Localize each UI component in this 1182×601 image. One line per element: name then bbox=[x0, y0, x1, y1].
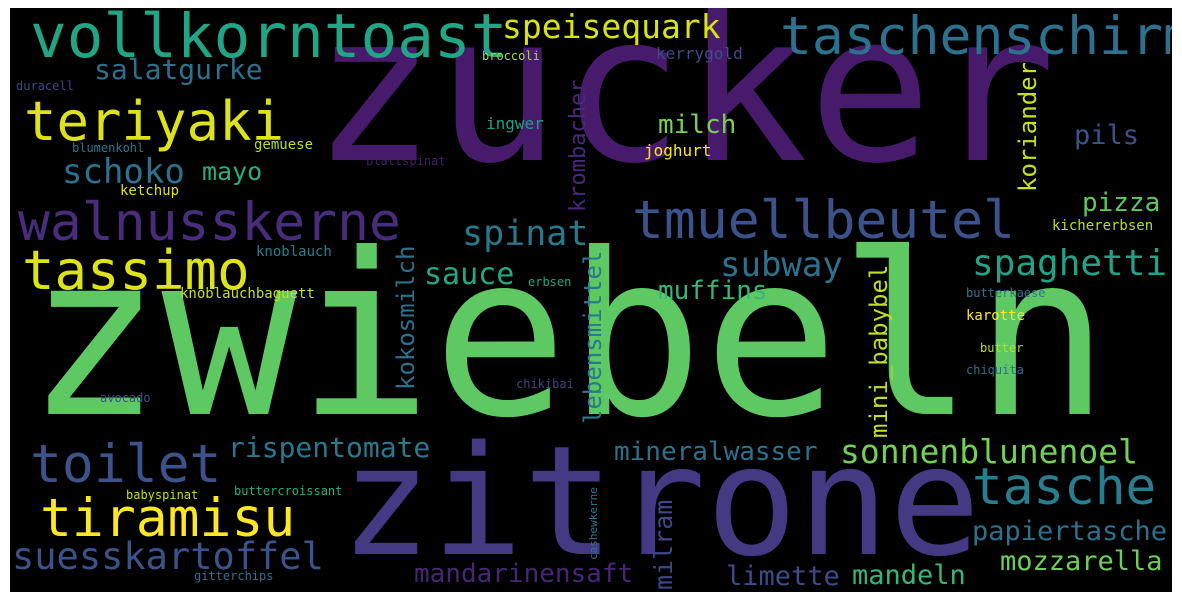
word-cashewkerne: cashewkerne bbox=[587, 487, 600, 560]
word-limette: limette bbox=[726, 561, 840, 592]
word-koriander: koriander bbox=[1014, 61, 1042, 192]
word-pizza: pizza bbox=[1082, 188, 1161, 218]
word-mandarinensaft: mandarinensaft bbox=[414, 559, 634, 589]
word-schoko: schoko bbox=[62, 152, 185, 192]
word-zwiebeln: zwiebeln bbox=[26, 206, 1110, 468]
word-blumenkohl: blumenkohl bbox=[72, 141, 145, 155]
word-taschenschirm: taschenschirm bbox=[780, 8, 1172, 67]
word-knoblauchbaguett: knoblauchbaguett bbox=[180, 286, 315, 302]
word-butter: butter bbox=[980, 341, 1024, 355]
word-pils: pils bbox=[1074, 120, 1140, 151]
word-ingwer: ingwer bbox=[486, 114, 544, 133]
word-walnusskerne: walnusskerne bbox=[18, 192, 401, 253]
word-teriyaki: teriyaki bbox=[24, 90, 285, 153]
word-milram: milram bbox=[649, 499, 678, 590]
word-suesskartoffel: suesskartoffel bbox=[12, 535, 324, 578]
word-tassimo: tassimo bbox=[22, 239, 250, 302]
word-tasche: tasche bbox=[972, 458, 1157, 517]
word-muffins: muffins bbox=[658, 276, 768, 306]
word-gitterchips: gitterchips bbox=[194, 569, 274, 583]
word-papiertasche: papiertasche bbox=[972, 516, 1168, 547]
word-spaghetti: spaghetti bbox=[972, 243, 1168, 284]
word-tmuellbeutel: tmuellbeutel bbox=[632, 190, 1015, 251]
word-avocado: avocado bbox=[100, 391, 151, 405]
word-speisequark: speisequark bbox=[502, 8, 721, 46]
word-erbsen: erbsen bbox=[528, 275, 572, 289]
word-zitrone: zitrone bbox=[340, 413, 981, 590]
word-sonnenblunenoel: sonnenblunenoel bbox=[840, 432, 1139, 471]
word-kerrygold: kerrygold bbox=[656, 44, 743, 63]
word-gemuese: gemuese bbox=[254, 137, 314, 153]
word-zucker: zucker bbox=[312, 8, 1057, 209]
word-mayo: mayo bbox=[202, 157, 263, 186]
word-butterkaese: butterkaese bbox=[966, 286, 1046, 300]
word-knoblauch: knoblauch bbox=[256, 244, 332, 260]
word-kokosmilch: kokosmilch bbox=[392, 245, 420, 391]
word-kichererbsen: kichererbsen bbox=[1052, 218, 1154, 234]
word-krombacher: krombacher bbox=[566, 79, 591, 212]
word-lebensmittel: lebensmittel bbox=[579, 250, 607, 424]
word-rispentomate: rispentomate bbox=[228, 431, 431, 464]
word-duracell: duracell bbox=[16, 79, 74, 93]
word-sauce: sauce bbox=[424, 257, 515, 292]
word-mineralwasser: mineralwasser bbox=[614, 437, 818, 467]
word-karotte: karotte bbox=[966, 308, 1026, 324]
word-chiquita: chiquita bbox=[966, 363, 1024, 377]
word-vollkorntoast: vollkorntoast bbox=[30, 8, 508, 72]
word-blattspinat: blattspinat bbox=[366, 154, 446, 168]
word-babyspinat: babyspinat bbox=[126, 488, 199, 502]
word-milch: milch bbox=[658, 110, 737, 140]
word-toilet: toilet bbox=[30, 434, 222, 495]
word-subway: subway bbox=[720, 245, 843, 285]
word-buttercroissant: buttercroissant bbox=[234, 484, 343, 498]
word-salatgurke: salatgurke bbox=[94, 53, 263, 86]
word-mozzarella: mozzarella bbox=[1000, 546, 1163, 577]
word-joghurt: joghurt bbox=[644, 141, 712, 160]
word-cloud: zucker zwiebeln zitrone vollkorntoast ta… bbox=[10, 8, 1172, 592]
word-mandeln: mandeln bbox=[852, 560, 966, 591]
word-mini-babybel: mini_babybel bbox=[865, 264, 893, 438]
word-chikibai: chikibai bbox=[516, 377, 574, 391]
word-tiramisu: tiramisu bbox=[40, 488, 296, 549]
word-broccoli: broccoli bbox=[482, 49, 540, 63]
word-ketchup: ketchup bbox=[120, 183, 180, 199]
word-spinat: spinat bbox=[462, 214, 589, 254]
